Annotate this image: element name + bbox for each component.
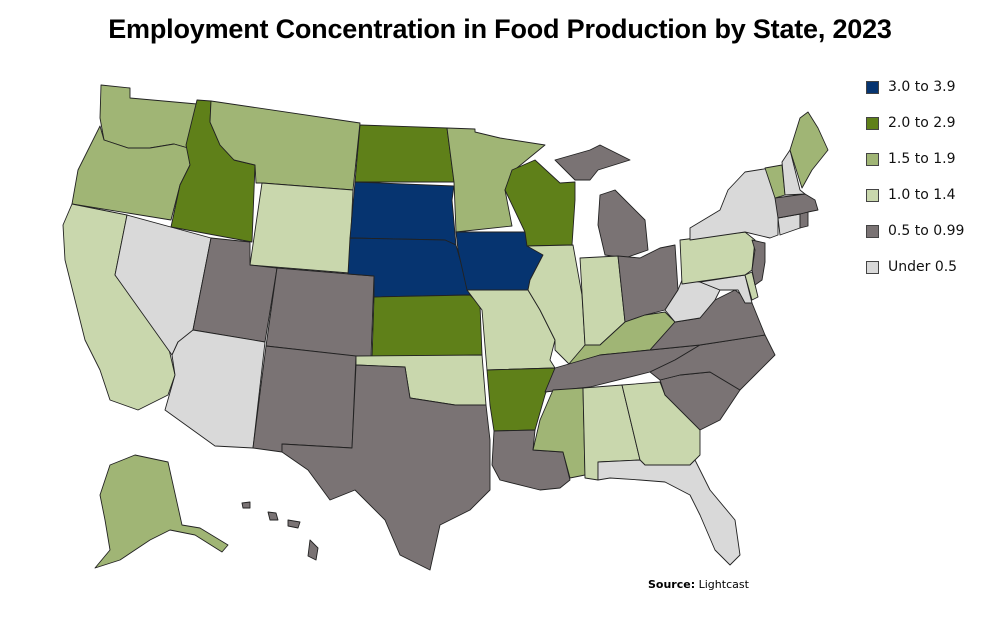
state-CO (265, 267, 375, 359)
legend-label: 3.0 to 3.9 (888, 79, 956, 95)
source-value: Lightcast (698, 578, 749, 591)
state-ND (354, 124, 455, 183)
legend-swatch (866, 80, 879, 94)
state-WA (99, 84, 198, 149)
state-FL (597, 459, 741, 566)
legend-item: Under 0.5 (866, 258, 964, 276)
legend-swatch (866, 188, 879, 202)
chart-title: Employment Concentration in Food Product… (108, 14, 892, 44)
legend-label: 1.0 to 1.4 (888, 187, 956, 203)
state-NC (649, 334, 776, 391)
legend-swatch (866, 116, 879, 130)
state-IL (526, 244, 586, 366)
state-DE (744, 271, 759, 301)
legend-swatch (866, 260, 879, 274)
legend-label: Under 0.5 (888, 259, 958, 275)
legend-item: 2.0 to 2.9 (866, 114, 964, 132)
state-KS (371, 294, 483, 359)
state-MA (774, 193, 819, 219)
legend-item: 1.0 to 1.4 (866, 186, 964, 204)
legend: 3.0 to 3.9 2.0 to 2.9 1.5 to 1.9 1.0 to … (866, 78, 964, 294)
state-TX (281, 364, 491, 571)
state-MT (209, 100, 361, 191)
state-NY (689, 167, 779, 241)
legend-swatch (866, 152, 879, 166)
source-note: Source: Lightcast (648, 578, 749, 591)
state-HI (241, 501, 319, 561)
legend-item: 1.5 to 1.9 (866, 150, 964, 168)
state-RI (799, 211, 809, 229)
state-NM (252, 345, 357, 453)
legend-item: 3.0 to 3.9 (866, 78, 964, 96)
state-WI (504, 159, 576, 247)
legend-label: 1.5 to 1.9 (888, 151, 956, 167)
state-SD (349, 181, 457, 246)
state-NH (781, 149, 806, 196)
legend-label: 0.5 to 0.99 (888, 223, 965, 239)
state-MI (554, 144, 649, 259)
source-label: Source: (648, 578, 696, 591)
legend-label: 2.0 to 2.9 (888, 115, 956, 131)
legend-item: 0.5 to 0.99 (866, 222, 964, 240)
state-LA (491, 429, 571, 491)
state-ME (789, 111, 829, 189)
state-AK (94, 454, 229, 569)
legend-swatch (866, 224, 879, 238)
state-AZ (164, 329, 266, 449)
state-WY (249, 182, 354, 274)
state-NJ (751, 239, 766, 286)
